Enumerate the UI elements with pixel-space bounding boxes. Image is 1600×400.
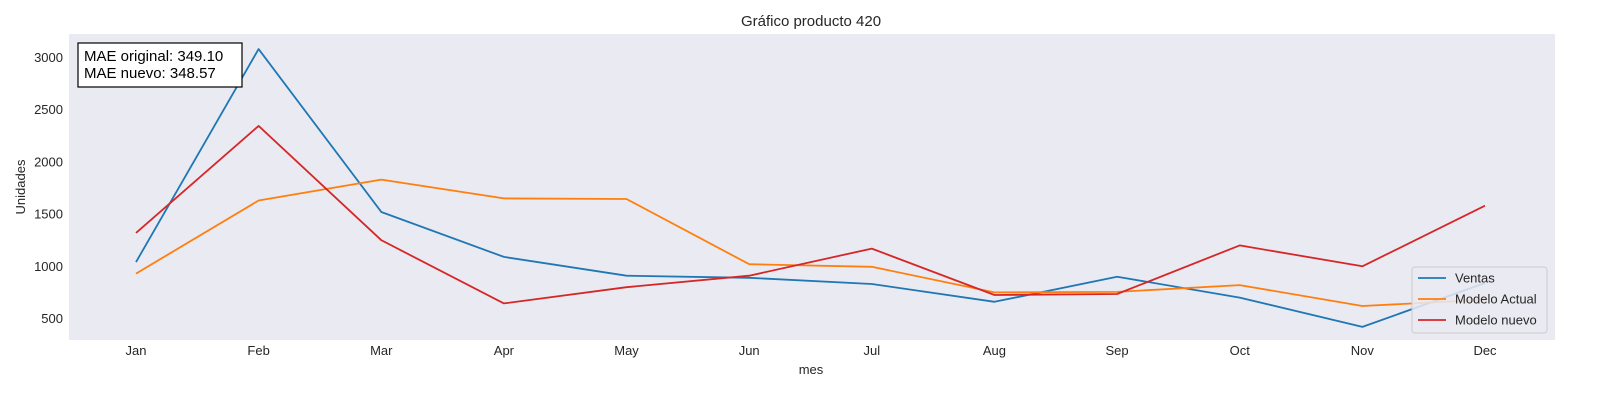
y-axis-title: Unidades — [13, 159, 28, 214]
x-tick-label: Sep — [1106, 343, 1129, 358]
y-tick-label: 2000 — [34, 154, 63, 169]
legend-label-modelo-nuevo: Modelo nuevo — [1455, 313, 1537, 328]
x-axis-title: mes — [799, 362, 824, 377]
y-tick-label: 3000 — [34, 50, 63, 65]
plot-area — [69, 34, 1555, 340]
y-tick-label: 2500 — [34, 102, 63, 117]
x-tick-label: Dec — [1473, 343, 1497, 358]
x-tick-label: May — [614, 343, 639, 358]
legend-label-modelo-actual: Modelo Actual — [1455, 292, 1537, 307]
x-tick-label: Mar — [370, 343, 393, 358]
annotation-box — [77, 42, 243, 88]
x-tick-label: Jul — [864, 343, 881, 358]
y-axis: 500 1000 1500 2000 2500 3000 — [34, 50, 63, 326]
y-tick-label: 1000 — [34, 259, 63, 274]
x-tick-label: Nov — [1351, 343, 1375, 358]
mae-annotation: MAE original: 349.10 MAE nuevo: 348.57 — [77, 42, 243, 88]
x-axis: Jan Feb Mar Apr May Jun Jul Aug Sep Oct Nov Dec — [126, 343, 1498, 358]
y-tick-label: 1500 — [34, 207, 63, 222]
y-tick-label: 500 — [41, 311, 63, 326]
series-lines — [135, 48, 1486, 328]
x-tick-label: Feb — [247, 343, 269, 358]
series-line-ventas — [135, 48, 1486, 328]
x-tick-label: Apr — [494, 343, 515, 358]
x-tick-label: Jan — [126, 343, 147, 358]
legend: Ventas Modelo Actual Modelo nuevo — [1411, 266, 1548, 334]
series-line-modelo-nuevo — [135, 125, 1486, 305]
annotation-line-2: MAE nuevo: 348.57 — [84, 65, 216, 82]
chart-title: Gráfico producto 420 — [741, 13, 881, 30]
x-tick-label: Aug — [983, 343, 1006, 358]
x-tick-label: Oct — [1230, 343, 1251, 358]
series-line-modelo-actual — [135, 178, 1486, 307]
x-tick-label: Jun — [739, 343, 760, 358]
legend-box — [1411, 266, 1548, 334]
legend-label-ventas: Ventas — [1455, 271, 1495, 286]
annotation-line-1: MAE original: 349.10 — [84, 48, 223, 65]
